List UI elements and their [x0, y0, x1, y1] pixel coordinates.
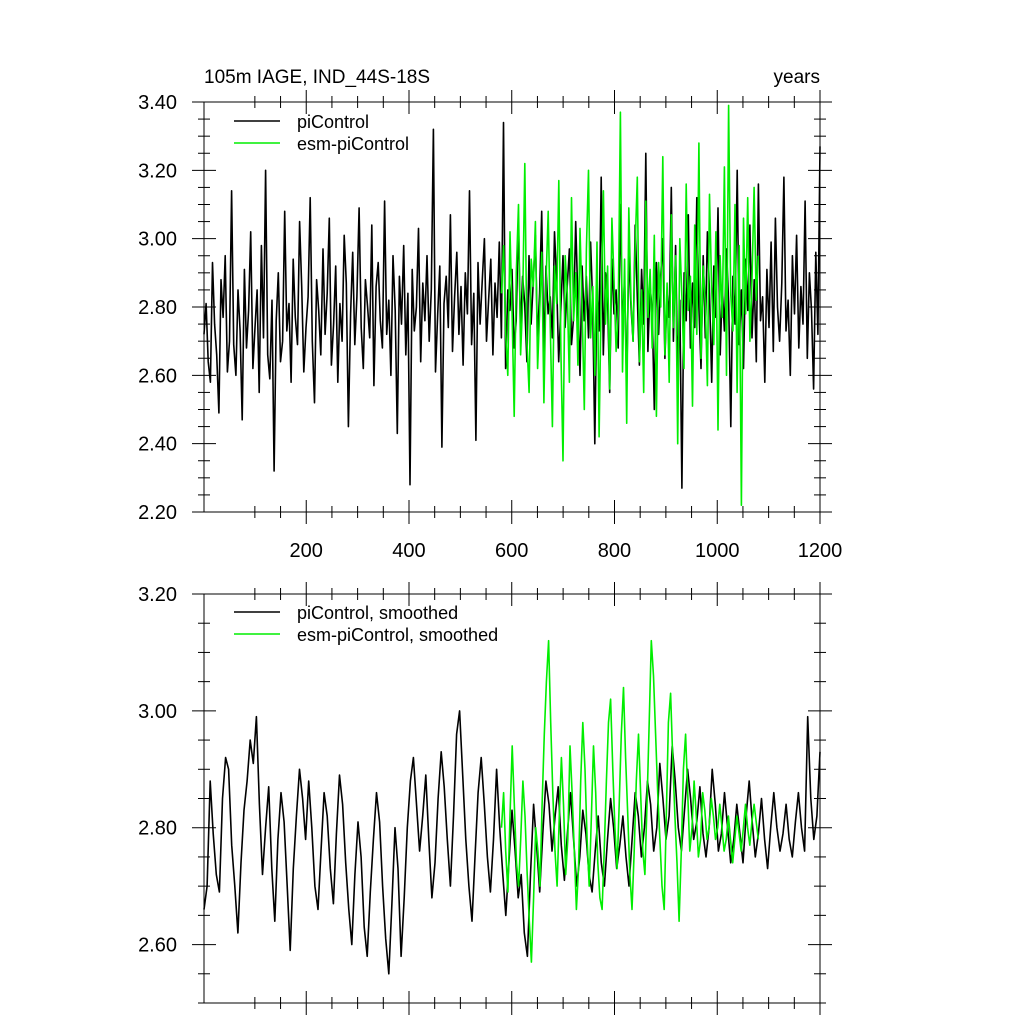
series-line-esm-picontrol — [500, 639, 760, 963]
legend-label: piControl — [297, 112, 369, 132]
y-tick-label: 2.60 — [138, 365, 177, 387]
legend-label: piControl, smoothed — [297, 603, 458, 623]
y-tick-label: 2.80 — [138, 818, 177, 840]
series-line-esm-picontrol — [500, 104, 760, 507]
top-panel-frame — [203, 101, 821, 513]
x-tick-label: 600 — [495, 540, 528, 562]
y-tick-label: 2.20 — [138, 502, 177, 524]
bottom-panel-frame — [203, 593, 821, 1004]
x-tick-label: 400 — [392, 540, 425, 562]
series-line-picontrol — [203, 121, 821, 489]
bottom-panel: 2.60 2.80 3.00 3.20 piControl, smoothedesm-… — [138, 582, 832, 1015]
x-tick-label: 200 — [290, 540, 323, 562]
top-panel-title: 105m IAGE, IND_44S-18S — [204, 67, 430, 88]
series-line-picontrol — [203, 710, 821, 975]
y-tick-label: 3.40 — [138, 92, 177, 114]
bottom-panel-series — [203, 639, 821, 975]
x-tick-label: 1200 — [798, 540, 843, 562]
y-tick-label: 3.20 — [138, 584, 177, 606]
x-tick-label: 1000 — [695, 540, 740, 562]
y-tick-label: 2.60 — [138, 935, 177, 957]
y-tick-label: 3.00 — [138, 701, 177, 723]
top-panel-series — [203, 104, 821, 507]
legend-label: esm-piControl — [297, 134, 409, 154]
top-panel-right-title: years — [774, 67, 820, 88]
y-tick-label: 3.00 — [138, 229, 177, 251]
y-tick-label: 2.40 — [138, 434, 177, 456]
y-tick-label: 2.80 — [138, 297, 177, 319]
bottom-panel-ticks: 2.60 2.80 3.00 3.20 — [138, 582, 832, 1015]
y-tick-label: 3.20 — [138, 160, 177, 182]
top-panel: 105m IAGE, IND_44S-18S years 200 400 600 80… — [138, 67, 842, 562]
legend-label: esm-piControl, smoothed — [297, 625, 498, 645]
x-tick-label: 800 — [598, 540, 631, 562]
